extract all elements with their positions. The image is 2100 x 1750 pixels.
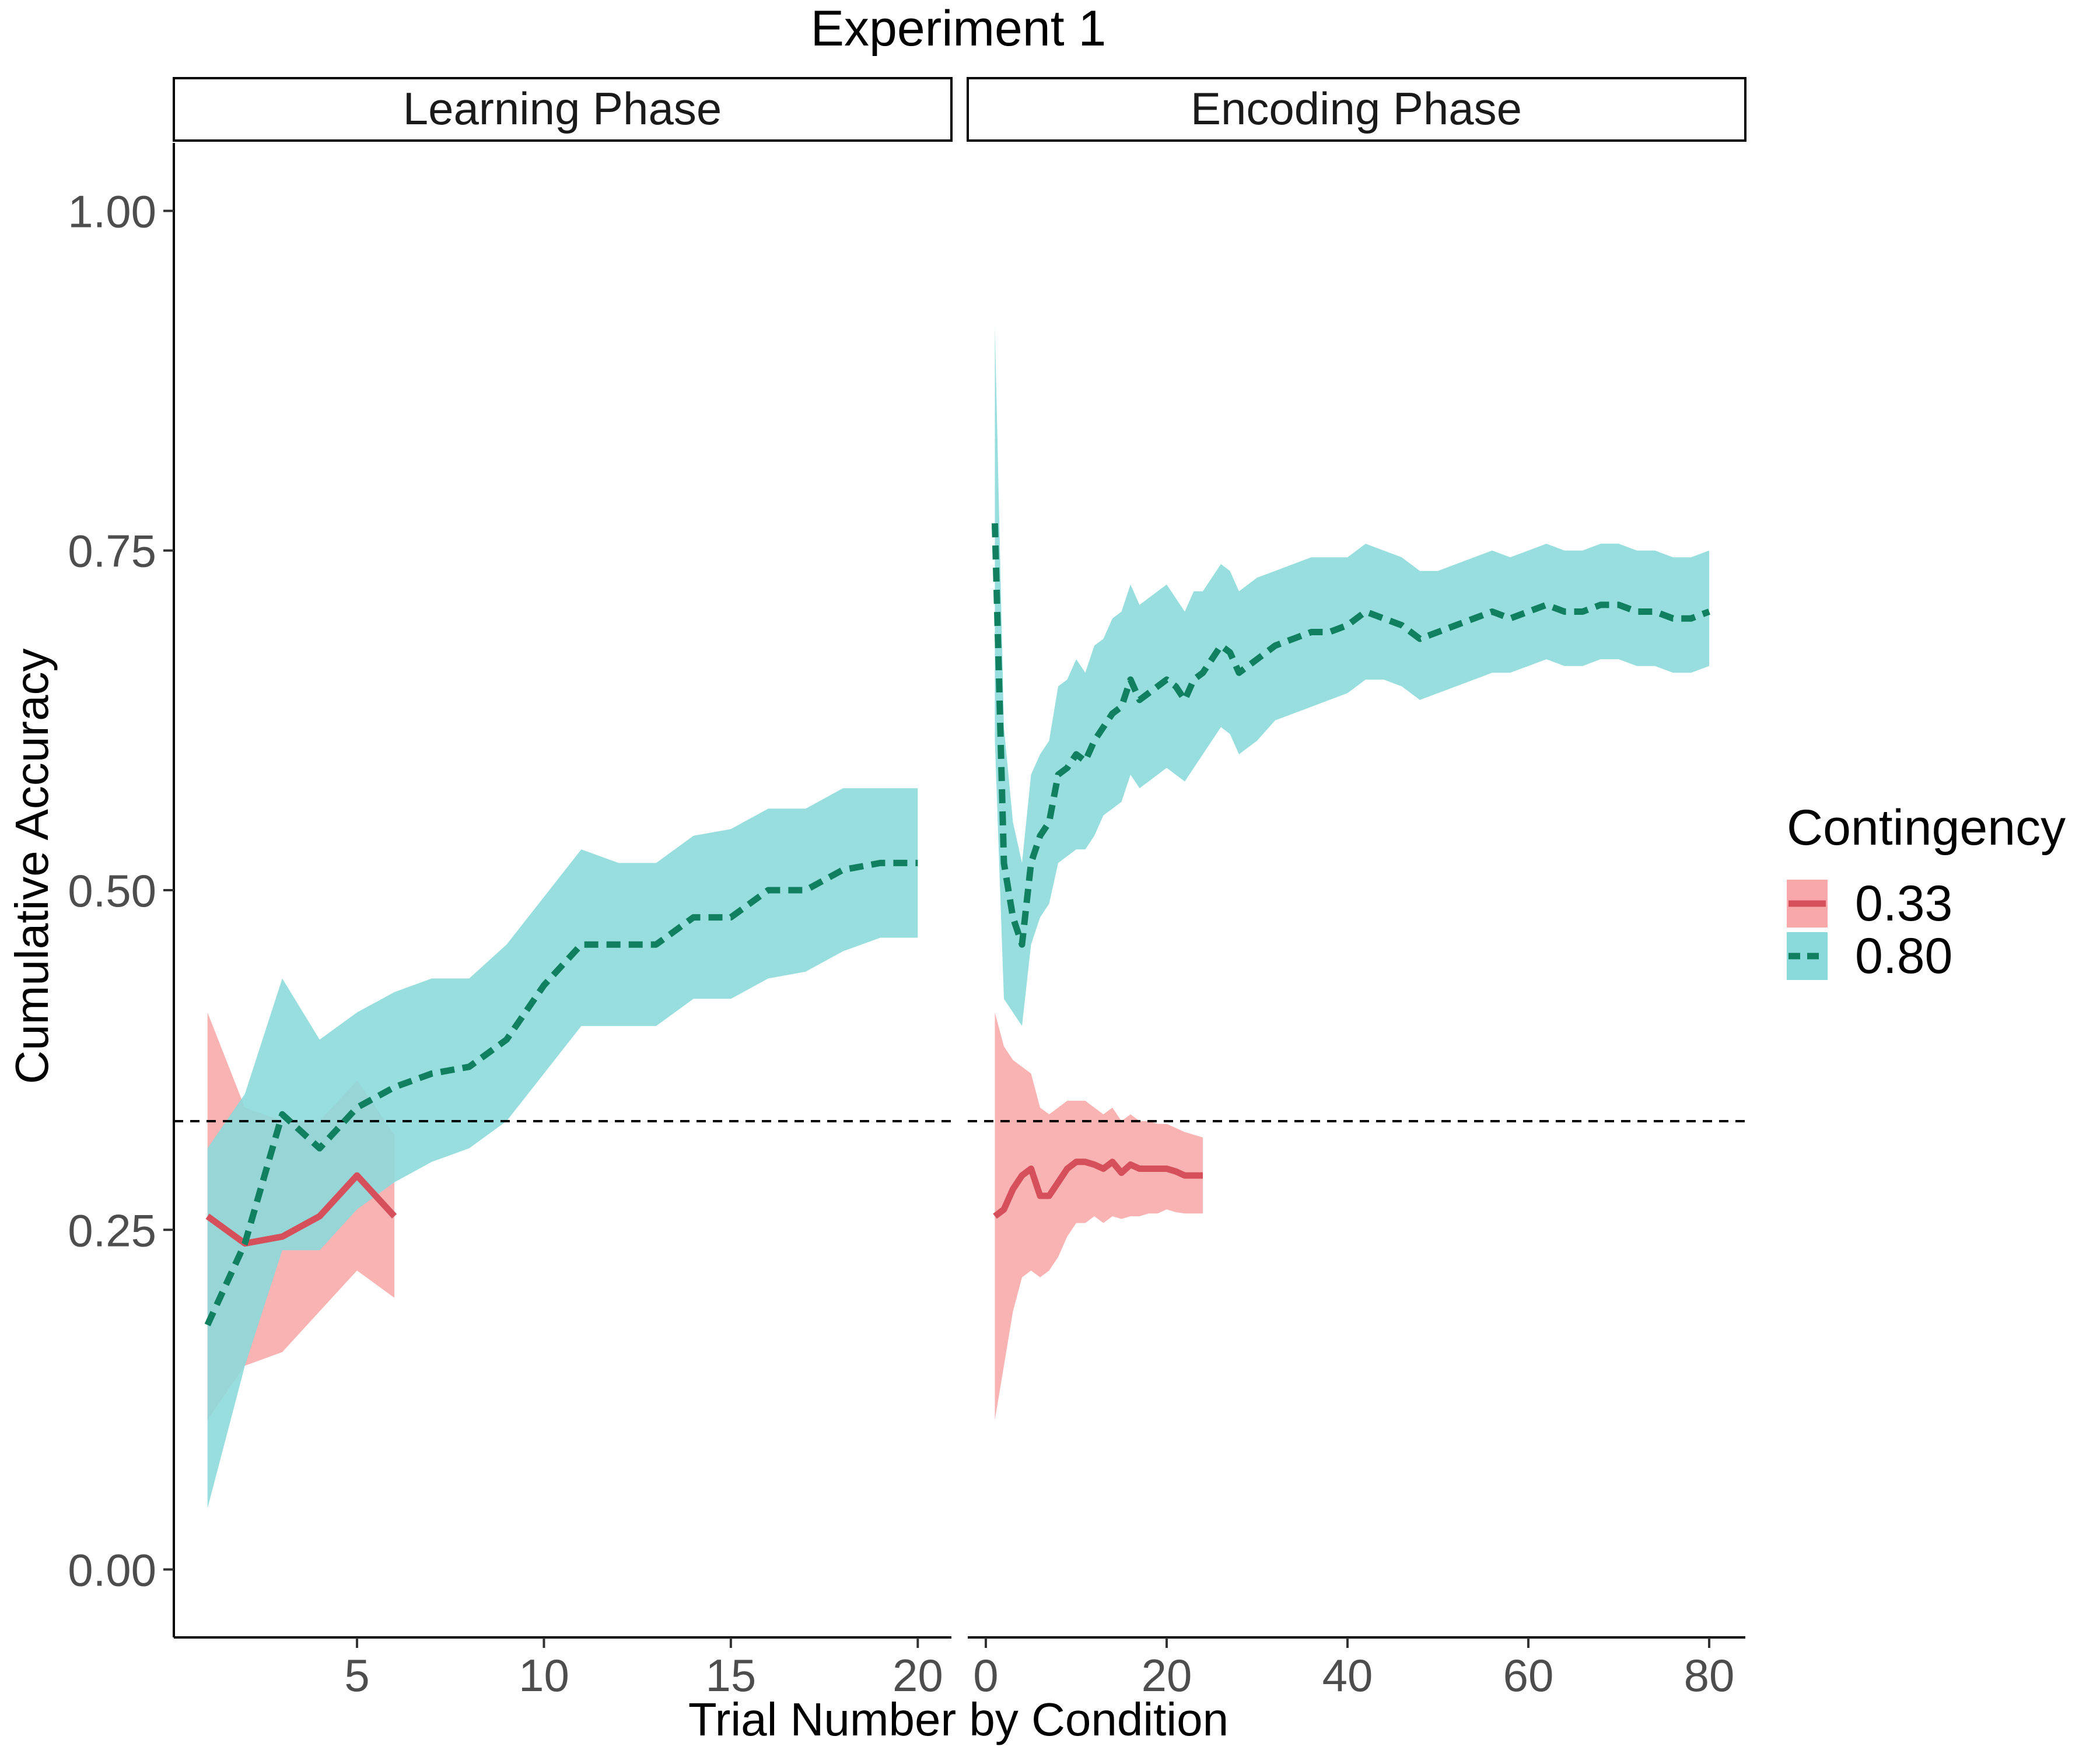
x-tick-label: 40 [1322,1650,1373,1701]
x-tick-label: 10 [519,1650,569,1701]
y-axis-title: Cumulative Accuracy [6,649,58,1084]
legend-title: Contingency [1787,800,2066,856]
panel-learning: Learning Phase 5 10 15 20 [173,77,953,1701]
legend-label-1: 0.80 [1855,928,1952,984]
x-tick-label: 80 [1684,1650,1735,1701]
y-tick-label: 1.00 [68,186,156,237]
plot-area-encoding: 0 20 40 60 80 [968,326,1745,1701]
x-axis-title: Trial Number by Condition [688,1693,1228,1745]
legend-label-0: 0.33 [1855,876,1952,932]
plot-area-learning: 5 10 15 20 [174,788,951,1701]
line-learning-033 [205,1172,397,1247]
x-tick-label: 15 [706,1650,757,1701]
strip-encoding-label: Encoding Phase [1191,83,1522,134]
line-learning-080 [204,859,918,1326]
ribbon-encoding-033 [995,1012,1203,1420]
y-tick-label: 0.00 [68,1545,156,1596]
y-tick-label: 0.50 [68,865,156,916]
x-tick-label: 5 [344,1650,369,1701]
line-encoding-033 [993,1158,1203,1219]
ribbon-learning-080 [207,788,918,1508]
legend-keys [1787,880,1828,980]
ribbon-encoding-080 [995,326,1709,1026]
x-tick-label: 0 [973,1650,998,1701]
line-encoding-080 [992,523,1710,948]
legend: Contingency 0.33 0.80 [1787,800,2066,984]
y-tick-label: 0.75 [68,526,156,577]
panel-encoding: Encoding Phase 0 20 40 60 80 [967,77,1746,1701]
y-tick-label: 0.25 [68,1205,156,1256]
x-tick-label: 20 [1142,1650,1192,1701]
strip-learning-label: Learning Phase [403,83,722,134]
strip-learning-box [173,77,953,142]
y-axis: 0.00 0.25 0.50 0.75 1.00 [68,143,175,1637]
chart-title: Experiment 1 [811,1,1107,57]
strip-encoding-box [967,77,1746,142]
x-tick-label: 60 [1503,1650,1554,1701]
x-tick-label: 20 [892,1650,943,1701]
